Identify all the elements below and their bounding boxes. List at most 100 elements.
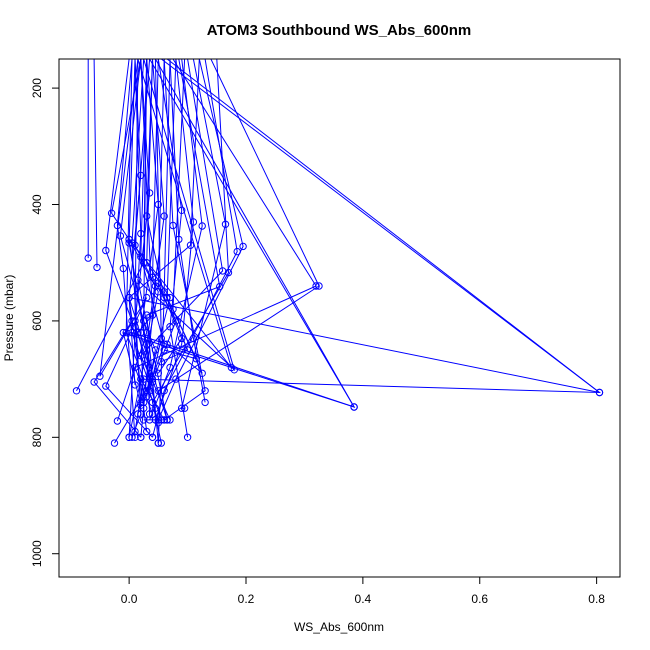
- data-point: [116, 232, 125, 240]
- data-point: [198, 369, 206, 377]
- data-point: [201, 387, 209, 395]
- data-point: [163, 416, 171, 424]
- data-point: [143, 340, 151, 348]
- data-point: [350, 403, 358, 411]
- x-tick-label: 0.0: [121, 592, 138, 606]
- data-point: [160, 212, 168, 220]
- data-point: [154, 416, 163, 424]
- data-point: [140, 259, 148, 267]
- x-axis: 0.0 0.2 0.4 0.6 0.8: [121, 576, 605, 606]
- data-point: [154, 288, 163, 296]
- data-point: [160, 346, 168, 354]
- data-point: [148, 375, 157, 383]
- data-point: [134, 410, 142, 418]
- data-point: [143, 328, 151, 337]
- data-point: [166, 416, 174, 424]
- data-point: [131, 323, 139, 331]
- data-point: [189, 334, 198, 343]
- profile-line: [134, 59, 151, 403]
- profile-line: [140, 59, 224, 421]
- data-point: [160, 387, 168, 395]
- profile-line: [143, 59, 156, 397]
- data-point: [163, 340, 171, 348]
- data-point: [145, 363, 154, 372]
- data-point: [154, 419, 163, 427]
- profile-line: [152, 59, 238, 438]
- data-point: [216, 282, 224, 291]
- data-point: [315, 282, 323, 290]
- data-point: [90, 378, 98, 386]
- data-point: [134, 276, 142, 284]
- data-point: [148, 398, 157, 407]
- data-point: [227, 363, 236, 372]
- data-point: [113, 417, 122, 425]
- data-point: [169, 221, 177, 230]
- x-axis-label: WS_Abs_600nm: [294, 620, 384, 634]
- y-tick-label: 1000: [30, 540, 44, 567]
- data-point: [157, 334, 166, 343]
- data-point: [157, 439, 166, 447]
- profile-line: [93, 59, 98, 268]
- y-axis-label: Pressure (mbar): [2, 275, 16, 362]
- profile-line: [161, 59, 189, 363]
- data-point: [125, 293, 133, 302]
- data-point: [131, 427, 139, 436]
- data-point: [143, 392, 151, 401]
- data-point: [102, 382, 110, 390]
- data-point: [137, 328, 145, 337]
- data-point: [145, 387, 154, 395]
- data-point: [189, 218, 198, 226]
- data-point: [131, 363, 139, 372]
- y-tick-label: 400: [30, 194, 44, 214]
- data-point: [128, 328, 136, 337]
- data-point: [178, 340, 186, 348]
- data-point: [128, 433, 136, 441]
- data-point: [180, 404, 189, 412]
- data-point: [137, 171, 145, 180]
- data-point: [154, 369, 163, 377]
- profile-line: [140, 59, 159, 409]
- profile-line: [146, 59, 165, 444]
- x-tick-label: 0.8: [588, 592, 605, 606]
- data-point: [166, 293, 174, 302]
- data-point: [169, 305, 177, 313]
- data-point: [175, 235, 183, 244]
- data-point: [107, 209, 116, 217]
- data-point: [192, 355, 201, 363]
- data-point: [93, 263, 101, 272]
- plot-points: [72, 171, 604, 447]
- data-point: [140, 317, 148, 325]
- data-point: [178, 404, 186, 412]
- data-point: [183, 433, 192, 441]
- data-point: [166, 323, 174, 331]
- profile-line: [128, 59, 142, 385]
- profile-line: [166, 59, 203, 374]
- data-point: [186, 241, 195, 249]
- y-tick-label: 800: [30, 427, 44, 447]
- data-point: [131, 381, 139, 389]
- data-point: [113, 221, 122, 230]
- data-point: [72, 387, 81, 395]
- data-point: [110, 439, 119, 447]
- x-tick-label: 0.2: [238, 592, 255, 606]
- data-point: [145, 410, 154, 418]
- data-point: [134, 328, 142, 337]
- data-point: [178, 334, 186, 343]
- data-point: [143, 387, 151, 395]
- data-point: [140, 398, 148, 407]
- data-point: [154, 279, 163, 287]
- data-point: [163, 293, 171, 302]
- data-point: [96, 372, 104, 380]
- data-point: [151, 346, 160, 354]
- data-point: [119, 328, 128, 337]
- data-point: [178, 206, 186, 215]
- data-point: [143, 311, 151, 319]
- data-point: [122, 328, 130, 337]
- data-point: [172, 317, 180, 325]
- data-point: [160, 416, 168, 424]
- y-axis: 200 400 600 800 1000: [30, 78, 60, 567]
- data-point: [143, 427, 151, 436]
- data-point: [84, 254, 92, 262]
- data-point: [166, 363, 174, 372]
